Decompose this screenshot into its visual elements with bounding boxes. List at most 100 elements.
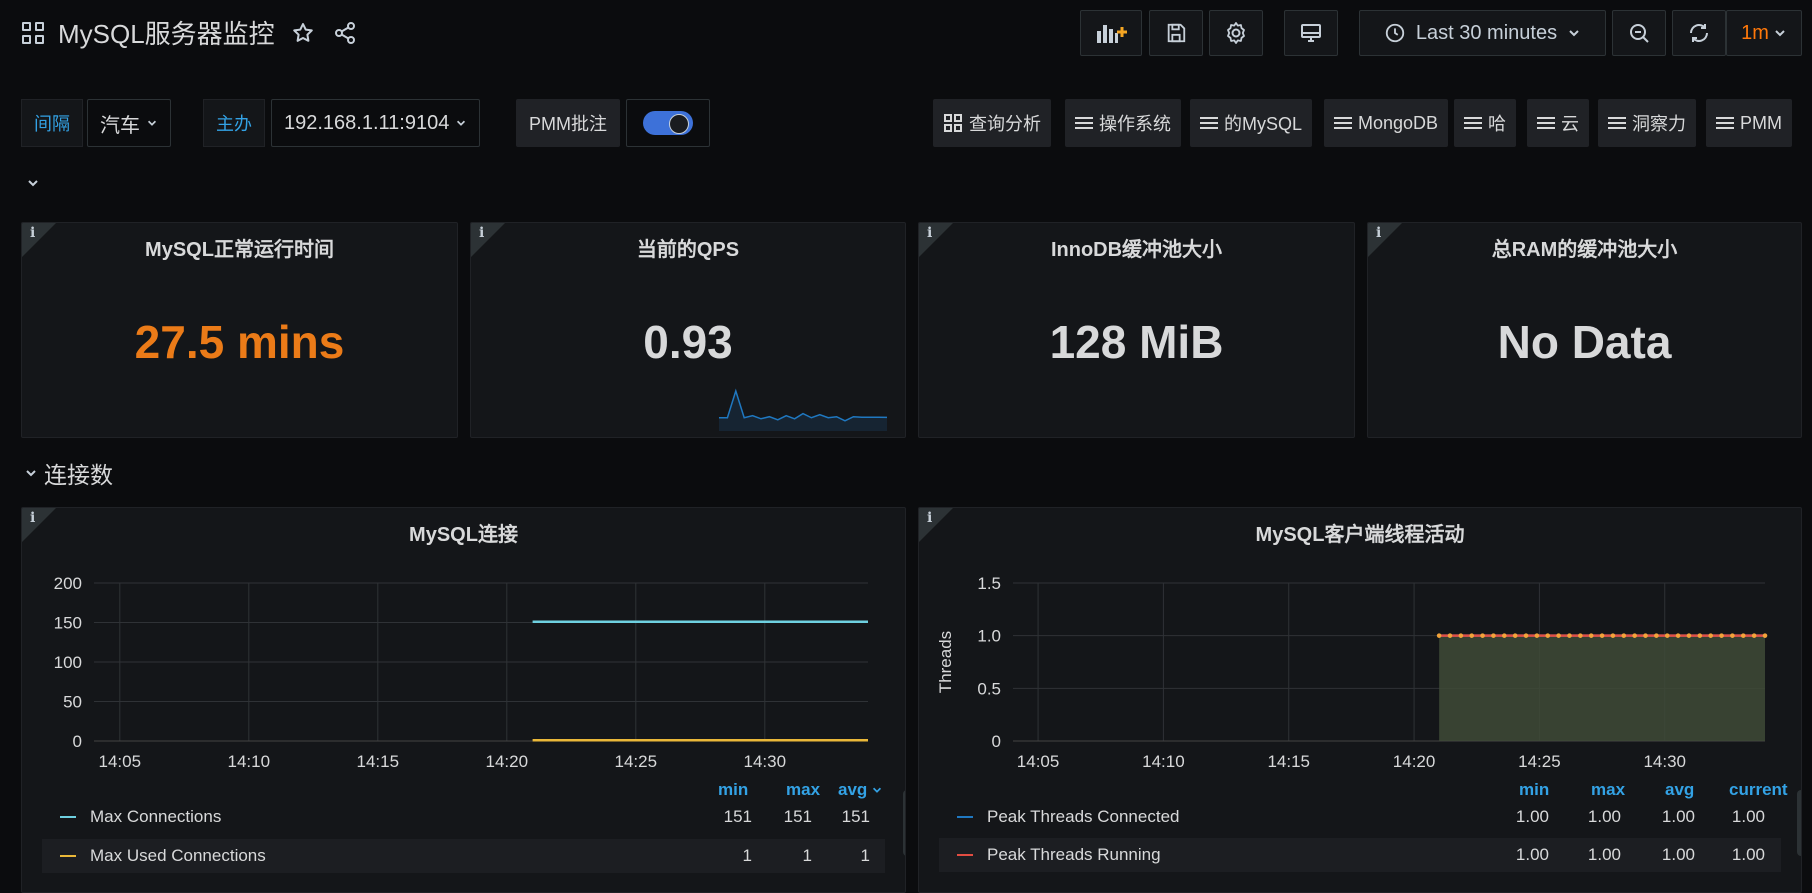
share-icon[interactable] <box>331 19 359 47</box>
link-label: 的MySQL <box>1224 114 1303 134</box>
info-corner[interactable] <box>1368 223 1402 257</box>
legend-header-current[interactable]: current <box>1729 780 1788 799</box>
legend-swatch[interactable] <box>957 854 973 856</box>
info-icon[interactable]: i <box>1376 225 1382 241</box>
legend-series-name[interactable]: Max Connections <box>90 807 222 826</box>
legend-scrollbar[interactable] <box>1797 790 1801 856</box>
series-point <box>1654 633 1659 638</box>
info-icon[interactable]: i <box>927 225 933 241</box>
stat-panel-buffer-ratio[interactable]: i 总RAM的缓冲池大小 No Data <box>1367 222 1802 438</box>
panel-title[interactable]: InnoDB缓冲池大小 <box>1050 239 1223 261</box>
info-corner[interactable] <box>22 223 56 257</box>
legend-series-name[interactable]: Peak Threads Running <box>987 845 1161 864</box>
info-icon[interactable]: i <box>927 510 933 526</box>
legend-row[interactable]: Peak Threads Connected 1.00 1.00 1.00 1.… <box>939 800 1781 834</box>
link-mysql[interactable]: 的MySQL <box>1190 99 1313 147</box>
legend-scrollbar[interactable] <box>903 790 905 856</box>
annotations-label: PMM批注 <box>516 99 620 147</box>
link-pmm[interactable]: PMM <box>1706 99 1792 147</box>
stat-value-text: 27.5 mins <box>134 316 345 368</box>
tv-mode-button[interactable] <box>1284 10 1338 56</box>
star-icon[interactable] <box>289 19 317 47</box>
legend-header-max[interactable]: max <box>786 780 821 799</box>
interval-select[interactable]: 汽车 <box>87 99 171 147</box>
graph-panel-mysql-connections[interactable]: i MySQL连接 0 50 100 150 200 14:05 14:10 14:15 14:… <box>21 507 906 893</box>
legend-header-avg-label: avg <box>838 780 868 799</box>
series-point <box>1469 633 1475 638</box>
add-panel-button[interactable] <box>1080 10 1142 56</box>
legend-series-name[interactable]: Max Used Connections <box>90 846 266 865</box>
series-point <box>1675 633 1681 638</box>
info-corner[interactable] <box>919 508 953 542</box>
link-insight[interactable]: 洞察力 <box>1598 99 1696 147</box>
legend-series-name[interactable]: Peak Threads Connected <box>987 807 1180 826</box>
info-corner[interactable] <box>471 223 505 257</box>
refresh-interval-picker[interactable]: 1m <box>1726 10 1802 56</box>
graph-panel-thread-activity[interactable]: i MySQL客户端线程活动 0 0.5 1.0 1.5 14:05 14:10 14:15… <box>918 507 1802 893</box>
time-range-picker[interactable]: Last 30 minutes <box>1359 10 1606 56</box>
legend-header-min[interactable]: min <box>718 780 749 799</box>
legend-row[interactable]: Max Connections 151 151 151 <box>42 800 885 834</box>
info-icon[interactable]: i <box>479 225 485 241</box>
info-icon[interactable]: i <box>30 510 36 526</box>
series-point <box>1697 633 1703 638</box>
panel-title[interactable]: MySQL连接 <box>409 524 518 546</box>
dashboard-grid-icon[interactable] <box>22 21 44 44</box>
y-tick-label: 1.5 <box>977 574 1001 593</box>
series-point <box>1599 633 1605 638</box>
settings-button[interactable] <box>1209 10 1263 56</box>
info-corner[interactable] <box>919 223 953 257</box>
legend-swatch[interactable] <box>60 816 76 818</box>
page-title[interactable]: MySQL服务器监控 <box>58 19 275 49</box>
stat-panel-innodb-buffer[interactable]: i InnoDB缓冲池大小 128 MiB <box>918 222 1355 438</box>
legend-header-min[interactable]: min <box>1519 780 1550 799</box>
panel-title[interactable]: 总RAM的缓冲池大小 <box>1491 239 1678 261</box>
link-mongodb[interactable]: MongoDB <box>1324 99 1449 147</box>
save-dashboard-button[interactable] <box>1149 10 1203 56</box>
stat-panel-uptime[interactable]: i MySQL正常运行时间 27.5 mins <box>21 222 458 438</box>
info-icon[interactable]: i <box>30 225 36 241</box>
time-range-label: Last 30 minutes <box>1415 21 1558 44</box>
panel-title[interactable]: MySQL正常运行时间 <box>145 239 334 261</box>
bars-icon <box>1464 117 1482 129</box>
legend-header-avg[interactable]: avg <box>1665 780 1695 799</box>
series-point <box>1610 633 1616 638</box>
row-collapse-chevron[interactable] <box>26 176 40 195</box>
legend-header-avg[interactable]: avg <box>838 780 883 800</box>
monitor-icon <box>1301 24 1321 42</box>
x-tick-label: 14:20 <box>486 752 529 771</box>
save-icon <box>1167 23 1186 43</box>
series-point <box>1632 633 1637 638</box>
legend-max: 151 <box>783 807 812 826</box>
annotations-toggle[interactable] <box>626 99 710 147</box>
legend: min max avg Max Connections 151 151 151 … <box>42 780 905 892</box>
panel-title[interactable]: 当前的QPS <box>636 239 740 261</box>
threads-chart[interactable]: 0 0.5 1.0 1.5 14:05 14:10 14:15 14:20 14:25 14:30… <box>919 558 1802 778</box>
legend-row[interactable]: Peak Threads Running 1.00 1.00 1.00 1.00 <box>939 838 1781 872</box>
link-os[interactable]: 操作系统 <box>1065 99 1181 147</box>
stat-panel-qps[interactable]: i 当前的QPS 0.93 <box>470 222 906 438</box>
host-select[interactable]: 192.168.1.11:9104 <box>271 99 481 147</box>
y-tick-label: 150 <box>54 614 82 633</box>
link-query-analytics[interactable]: 查询分析 <box>933 99 1051 147</box>
series-point <box>1588 633 1594 638</box>
x-tick-label: 14:25 <box>615 752 658 771</box>
info-corner[interactable] <box>22 508 56 542</box>
connections-chart[interactable]: 0 50 100 150 200 14:05 14:10 14:15 14:20 14:25 14:… <box>22 558 906 778</box>
zoom-out-button[interactable] <box>1612 10 1666 56</box>
legend-header-max[interactable]: max <box>1591 780 1626 799</box>
row-title: 连接数 <box>44 462 113 488</box>
legend-row[interactable]: Max Used Connections 1 1 1 <box>42 839 885 873</box>
row-connections[interactable]: 连接数 <box>24 456 113 490</box>
link-ha[interactable]: 哈 <box>1454 99 1516 147</box>
link-cloud[interactable]: 云 <box>1527 99 1589 147</box>
refresh-button[interactable] <box>1672 10 1726 56</box>
bars-icon <box>1200 117 1218 129</box>
panel-title[interactable]: MySQL客户端线程活动 <box>1255 524 1465 546</box>
series-point <box>1512 633 1518 638</box>
legend-swatch[interactable] <box>60 855 76 857</box>
series-point <box>1751 633 1757 638</box>
legend-max: 1 <box>802 846 812 865</box>
toggle-switch[interactable] <box>643 111 693 135</box>
legend-swatch[interactable] <box>957 816 973 818</box>
